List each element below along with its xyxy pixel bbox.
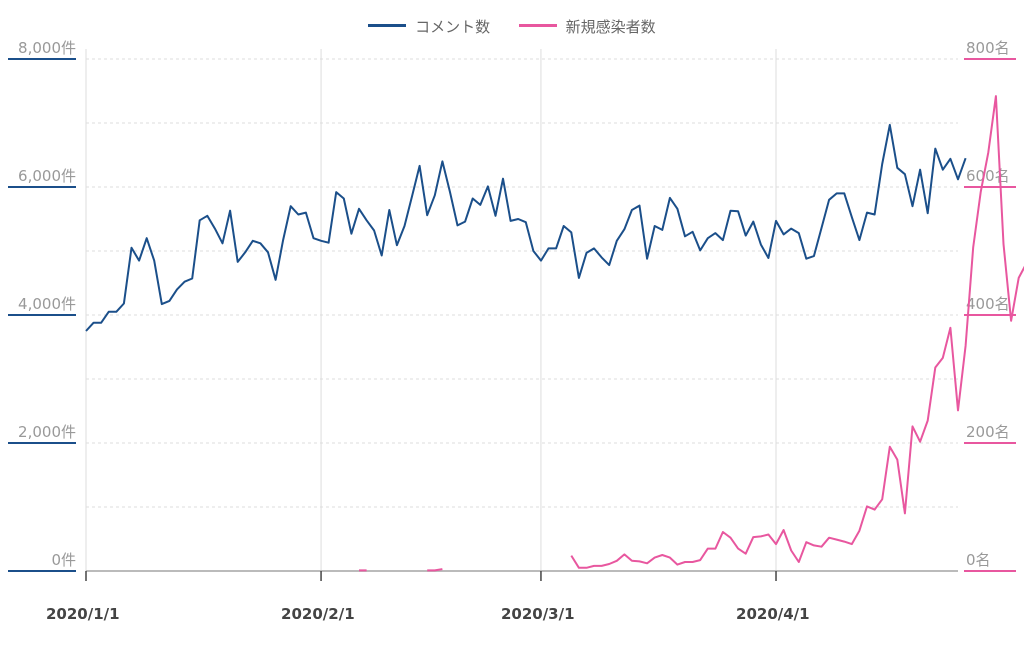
legend-label-comments: コメント数 (415, 18, 491, 36)
y-left-tick-label: 0件 (51, 551, 76, 569)
y-left-tick-label: 6,000件 (18, 167, 76, 185)
y-right-tick-label: 800名 (966, 39, 1010, 57)
chart-legend: コメント数 新規感染者数 (0, 16, 1024, 37)
x-tick-label: 2020/1/1 (46, 605, 120, 623)
grid-lines (85, 49, 958, 571)
y-left-tick-label: 4,000件 (18, 295, 76, 313)
axes: 0件 2,000件 4,000件 6,000件 8,000件 0名 200名 400名 600名… (8, 39, 1016, 623)
series-line-comments (85, 123, 967, 332)
series-line-cases (359, 95, 1024, 572)
x-tick-label: 2020/4/1 (736, 605, 810, 623)
x-tick-label: 2020/3/1 (501, 605, 575, 623)
legend-label-cases: 新規感染者数 (565, 18, 656, 36)
legend-swatch-cases (518, 24, 557, 27)
legend-item-cases[interactable]: 新規感染者数 (518, 16, 656, 37)
y-right-tick-label: 200名 (966, 423, 1010, 441)
y-right-tick-label: 0名 (966, 551, 991, 569)
y-right-tick-label: 600名 (966, 167, 1010, 185)
x-tick-label: 2020/2/1 (281, 605, 355, 623)
y-right-tick-label: 400名 (966, 295, 1010, 313)
legend-swatch-comments (368, 24, 407, 27)
y-left-tick-label: 8,000件 (18, 39, 76, 57)
y-left-tick-label: 2,000件 (18, 423, 76, 441)
series-lines (85, 95, 1024, 572)
legend-item-comments[interactable]: コメント数 (368, 16, 490, 37)
